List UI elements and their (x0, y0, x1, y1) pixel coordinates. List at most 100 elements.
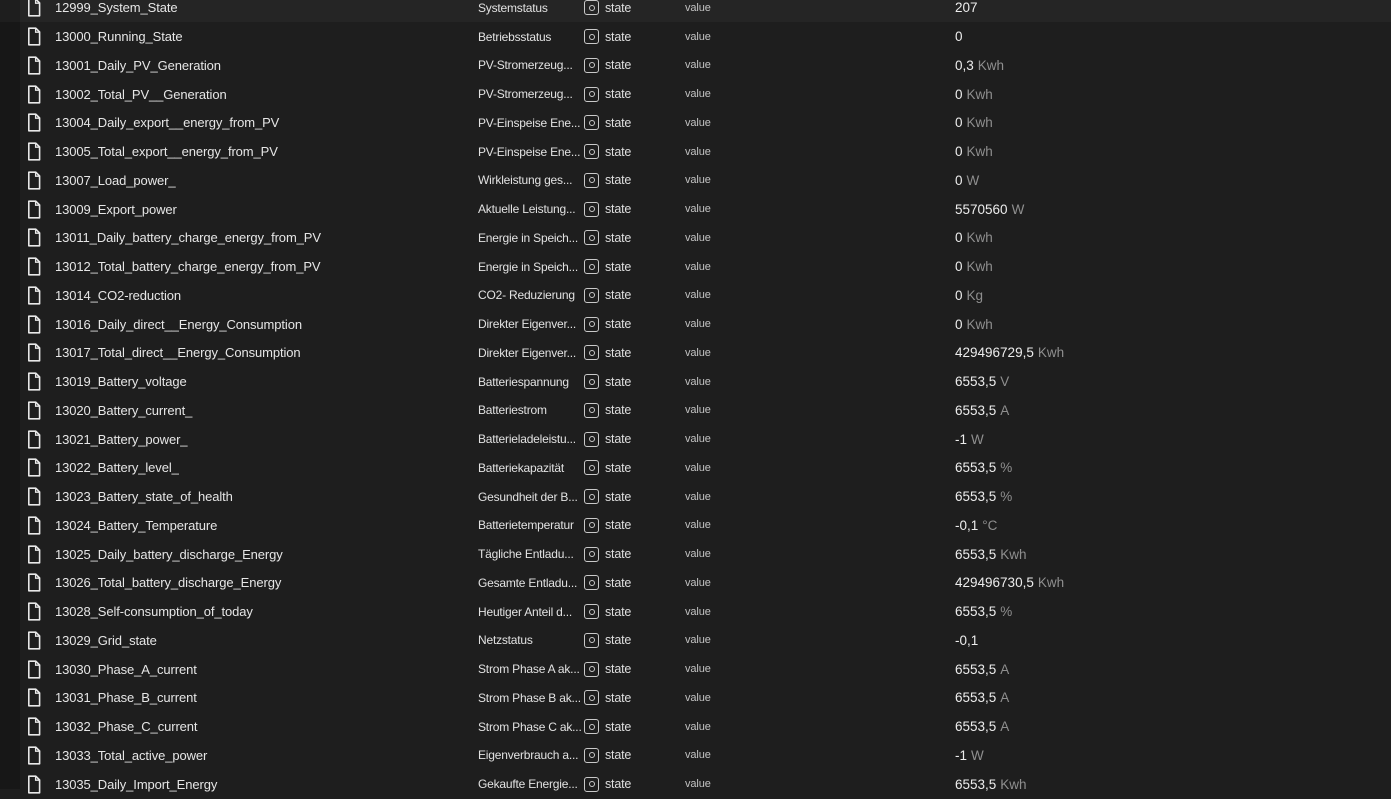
object-value[interactable]: 6553,5% (955, 489, 1391, 504)
object-row[interactable]: 13002_Total_PV__Generation PV-Stromerzeu… (0, 80, 1391, 109)
object-type-cell: state (584, 575, 685, 590)
value-unit: A (1000, 719, 1009, 734)
object-row[interactable]: 13026_Total_battery_discharge_Energy Ges… (0, 569, 1391, 598)
object-name: PV-Einspeise Ene... (478, 116, 584, 130)
object-name: Gekaufte Energie... (478, 777, 584, 791)
value-number: 6553,5 (955, 374, 996, 389)
object-type-label: state (605, 317, 631, 331)
object-id: 13002_Total_PV__Generation (55, 87, 478, 102)
value-number: 0 (955, 317, 963, 332)
state-circle-icon (584, 460, 599, 475)
object-row[interactable]: 13001_Daily_PV_Generation PV-Stromerzeug… (0, 51, 1391, 80)
object-type-label: state (605, 231, 631, 245)
object-row[interactable]: 13020_Battery_current_ Batteriestrom sta… (0, 396, 1391, 425)
object-type-label: state (605, 605, 631, 619)
object-row[interactable]: 13030_Phase_A_current Strom Phase A ak..… (0, 655, 1391, 684)
object-value[interactable]: 6553,5% (955, 604, 1391, 619)
value-unit: Kwh (967, 87, 993, 102)
state-circle-dot (589, 264, 595, 270)
object-row[interactable]: 12999_System_State Systemstatus state va… (0, 0, 1391, 22)
object-type-cell: state (584, 144, 685, 159)
value-number: 0 (955, 230, 963, 245)
object-row[interactable]: 13032_Phase_C_current Strom Phase C ak..… (0, 712, 1391, 741)
object-id: 13031_Phase_B_current (55, 690, 478, 705)
object-value[interactable]: -0,1 (955, 633, 1391, 648)
object-value[interactable]: 6553,5% (955, 460, 1391, 475)
object-row[interactable]: 13029_Grid_state Netzstatus state value … (0, 626, 1391, 655)
object-row[interactable]: 13023_Battery_state_of_health Gesundheit… (0, 482, 1391, 511)
object-type-label: state (605, 116, 631, 130)
object-name: Direkter Eigenver... (478, 317, 584, 331)
object-type-cell: state (584, 173, 685, 188)
value-number: 6553,5 (955, 604, 996, 619)
object-id: 13012_Total_battery_charge_energy_from_P… (55, 259, 478, 274)
object-row[interactable]: 13004_Daily_export__energy_from_PV PV-Ei… (0, 109, 1391, 138)
file-icon-cell (0, 56, 55, 75)
file-document-icon (26, 458, 42, 477)
file-document-icon (26, 573, 42, 592)
object-row[interactable]: 13025_Daily_battery_discharge_Energy Täg… (0, 540, 1391, 569)
object-row[interactable]: 13021_Battery_power_ Batterieladeleistu.… (0, 425, 1391, 454)
object-row[interactable]: 13011_Daily_battery_charge_energy_from_P… (0, 224, 1391, 253)
state-circle-dot (589, 580, 595, 586)
object-role: value (685, 117, 955, 129)
object-type-cell: state (584, 518, 685, 533)
object-value[interactable]: 0 (955, 29, 1391, 44)
value-number: 5570560 (955, 202, 1008, 217)
object-row[interactable]: 13022_Battery_level_ Batteriekapazität s… (0, 454, 1391, 483)
object-id: 13017_Total_direct__Energy_Consumption (55, 345, 478, 360)
object-role: value (685, 548, 955, 560)
object-id: 13009_Export_power (55, 202, 478, 217)
file-icon-cell (0, 257, 55, 276)
object-row[interactable]: 13016_Daily_direct__Energy_Consumption D… (0, 310, 1391, 339)
object-row[interactable]: 13000_Running_State Betriebsstatus state… (0, 22, 1391, 51)
state-circle-icon (584, 432, 599, 447)
object-row[interactable]: 13005_Total_export__energy_from_PV PV-Ei… (0, 137, 1391, 166)
file-icon-cell (0, 775, 55, 794)
object-name: Aktuelle Leistung... (478, 202, 584, 216)
object-row[interactable]: 13028_Self-consumption_of_today Heutiger… (0, 597, 1391, 626)
object-row[interactable]: 13012_Total_battery_charge_energy_from_P… (0, 252, 1391, 281)
object-row[interactable]: 13024_Battery_Temperature Batterietemper… (0, 511, 1391, 540)
object-row[interactable]: 13031_Phase_B_current Strom Phase B ak..… (0, 684, 1391, 713)
value-unit: W (967, 173, 980, 188)
state-circle-dot (589, 752, 595, 758)
file-icon-cell (0, 458, 55, 477)
object-row[interactable]: 13019_Battery_voltage Batteriespannung s… (0, 367, 1391, 396)
state-circle-icon (584, 777, 599, 792)
object-row[interactable]: 13007_Load_power_ Wirkleistung ges... st… (0, 166, 1391, 195)
object-row[interactable]: 13035_Daily_Import_Energy Gekaufte Energ… (0, 770, 1391, 799)
object-id: 13035_Daily_Import_Energy (55, 777, 478, 792)
object-type-cell: state (584, 259, 685, 274)
object-row[interactable]: 13033_Total_active_power Eigenverbrauch … (0, 741, 1391, 770)
object-row[interactable]: 13009_Export_power Aktuelle Leistung... … (0, 195, 1391, 224)
file-icon-cell (0, 660, 55, 679)
object-value[interactable]: 207 (955, 0, 1391, 15)
object-row[interactable]: 13014_CO2-reduction CO2- Reduzierung sta… (0, 281, 1391, 310)
object-role: value (685, 88, 955, 100)
object-value[interactable]: -0,1°C (955, 518, 1391, 533)
object-row[interactable]: 13017_Total_direct__Energy_Consumption D… (0, 339, 1391, 368)
object-id: 13014_CO2-reduction (55, 288, 478, 303)
